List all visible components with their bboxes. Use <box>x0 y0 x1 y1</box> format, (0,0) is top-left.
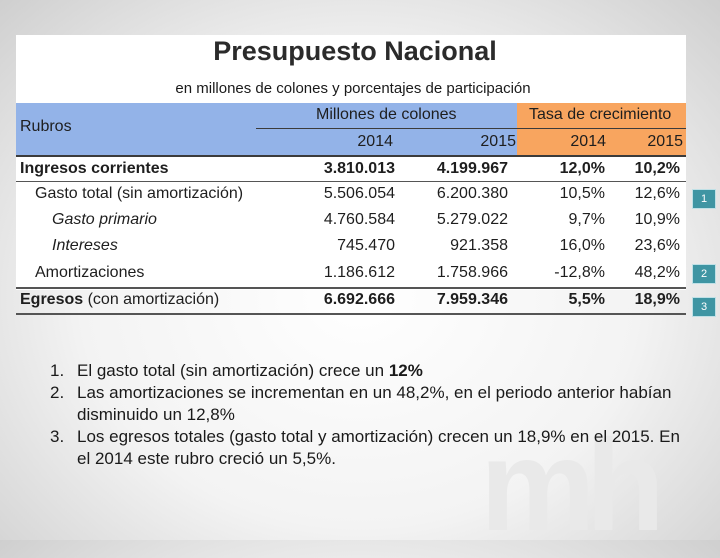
cell-gasto-primario-t2014: 9,7% <box>568 211 605 228</box>
row-label-gasto-primario: Gasto primario <box>52 211 157 228</box>
cell-gasto-primario-2014: 4.760.584 <box>323 211 395 228</box>
header-rubros: Rubros <box>20 118 72 135</box>
header-divider <box>256 128 686 129</box>
cell-gasto-total-t2015: 12,6% <box>634 185 680 202</box>
budget-table <box>16 35 686 290</box>
cell-gasto-total-t2014: 10,5% <box>559 185 605 202</box>
list-item: 1. El gasto total (sin amortización) crec… <box>50 360 690 382</box>
header-orange <box>517 103 686 155</box>
cell-egresos-t2015: 18,9% <box>634 291 680 308</box>
header-year-m2015: 2015 <box>480 133 516 150</box>
cell-ingresos-t2015: 10,2% <box>634 160 680 177</box>
cell-egresos-2014: 6.692.666 <box>323 291 395 308</box>
cell-ingresos-t2014: 12,0% <box>559 160 605 177</box>
row-label-ingresos: Ingresos corrientes <box>20 160 169 177</box>
row-label-egresos-bold: Egresos <box>20 291 84 308</box>
cell-gasto-total-2014: 5.506.054 <box>323 185 395 202</box>
list-item-text: Los egresos totales (gasto total y amort… <box>77 427 680 468</box>
list-item-text: El gasto total (sin amortización) crece … <box>77 361 389 380</box>
cell-intereses-2014: 745.470 <box>337 237 395 254</box>
header-blue <box>16 103 517 155</box>
notes-list: 1. El gasto total (sin amortización) crec… <box>50 360 690 470</box>
marker-3: 3 <box>692 297 716 317</box>
cell-intereses-2015: 921.358 <box>450 237 508 254</box>
cell-gasto-total-2015: 6.200.380 <box>436 185 508 202</box>
cell-amortizaciones-2015: 1.758.966 <box>436 264 508 281</box>
cell-egresos-2015: 7.959.346 <box>436 291 508 308</box>
row-label-intereses: Intereses <box>52 237 118 254</box>
list-item-text: Las amortizaciones se incrementan en un … <box>77 383 672 424</box>
cell-gasto-primario-2015: 5.279.022 <box>436 211 508 228</box>
page-title: Presupuesto Nacional <box>213 36 497 66</box>
row-divider <box>16 287 686 289</box>
cell-amortizaciones-t2015: 48,2% <box>634 264 680 281</box>
header-year-t2014: 2014 <box>570 133 606 150</box>
row-label-amortizaciones: Amortizaciones <box>35 264 145 281</box>
header-tasa: Tasa de crecimiento <box>529 106 672 123</box>
watermark-logo: mh <box>480 412 665 558</box>
marker-1: 1 <box>692 189 716 209</box>
marker-2: 2 <box>692 264 716 284</box>
header-bottom-line <box>16 155 686 157</box>
row-divider <box>16 181 686 182</box>
cell-amortizaciones-t2014: -12,8% <box>554 264 605 281</box>
header-year-t2015: 2015 <box>647 133 683 150</box>
header-year-m2014: 2014 <box>357 133 393 150</box>
row-label-gasto-total: Gasto total (sin amortización) <box>35 185 244 202</box>
cell-intereses-t2015: 23,6% <box>634 237 680 254</box>
list-item-bold: 12% <box>388 361 423 380</box>
list-item: 2. Las amortizaciones se incrementan en u… <box>50 382 690 426</box>
cell-amortizaciones-2014: 1.186.612 <box>323 264 395 281</box>
list-item-number: 1. <box>50 361 65 380</box>
list-item-number: 3. <box>50 427 65 446</box>
slide: mh Presupuesto Nacional en millones de c… <box>16 35 716 558</box>
cell-ingresos-2014: 3.810.013 <box>323 160 395 177</box>
cell-intereses-t2014: 16,0% <box>559 237 605 254</box>
list-item: 3. Los egresos totales (gasto total y amo… <box>50 426 690 470</box>
cell-egresos-t2014: 5,5% <box>568 291 605 308</box>
page-subtitle: en millones de colones y porcentajes de … <box>175 80 531 97</box>
header-millones: Millones de colones <box>316 106 457 123</box>
cell-ingresos-2015: 4.199.967 <box>436 160 508 177</box>
list-item-number: 2. <box>50 383 65 402</box>
cell-gasto-primario-t2015: 10,9% <box>634 211 680 228</box>
table-bottom-line <box>16 313 686 315</box>
row-label-egresos: Egresos (con amortización) <box>20 291 219 309</box>
row-label-egresos-rest: (con amortización) <box>83 291 220 308</box>
